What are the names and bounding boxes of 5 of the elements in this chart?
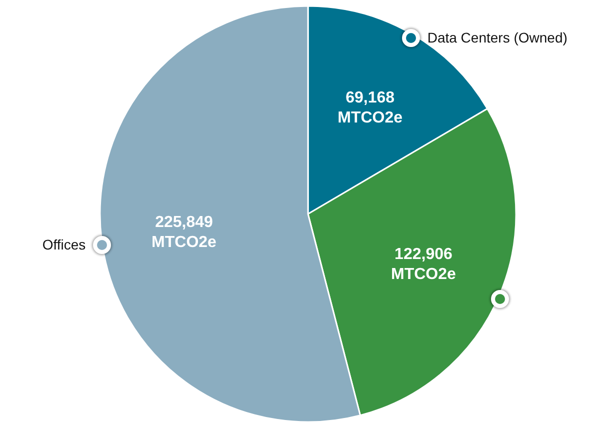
data-label: 225,849 MTCO2e bbox=[152, 214, 217, 251]
legend-label: Data Centers (Owned) bbox=[427, 29, 568, 46]
data-label: 69,168 MTCO2e bbox=[338, 90, 403, 127]
data-label: 122,906 MTCO2e bbox=[391, 246, 456, 283]
slice-label: Offices bbox=[42, 236, 86, 252]
